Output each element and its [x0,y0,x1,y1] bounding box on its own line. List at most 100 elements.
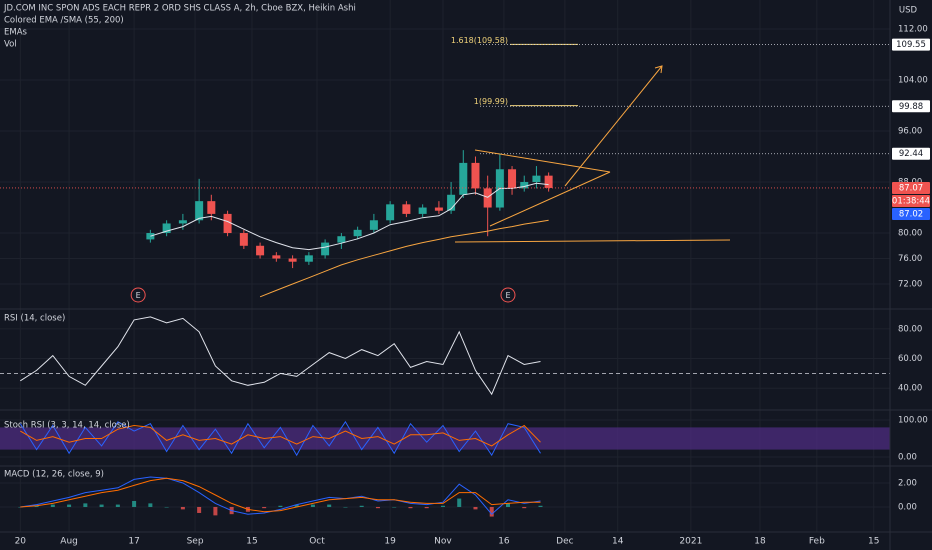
series-line [20,424,541,447]
candle-body [178,220,187,224]
histogram-bar [375,506,380,509]
trendline [454,239,731,243]
arrow-head [654,65,663,74]
histogram-bar [197,506,202,513]
y-tick-label: 0.00 [898,502,917,512]
histogram-bar [262,506,267,509]
candle-body [207,201,216,214]
x-tick-label: 19 [384,537,396,547]
indicator-name: Colored EMA /SMA (55, 200) [4,16,124,26]
candle-body [402,204,411,214]
y-tick-label: 80.00 [898,324,922,334]
drawings [454,65,731,243]
x-tick-label: 18 [754,537,766,547]
histogram-bar [457,498,462,507]
earnings-label: E [136,291,141,300]
x-tick-label: Nov [434,537,452,547]
candle-body [386,204,395,221]
x-tick-label: 15 [868,537,879,547]
y-tick-label: 40.00 [898,384,922,394]
close-tag: 87.02 [899,209,923,219]
price-tag: 109.55 [896,40,926,50]
y-tick-label: 112.00 [898,25,928,35]
y-tick-label: 60.00 [898,354,922,364]
x-tick-label: 15 [246,537,257,547]
last-price-tag: 87.07 [899,183,923,193]
histogram-bar [424,506,429,509]
y-tick-label: 72.00 [898,280,922,290]
candle-body [272,255,281,259]
candle-body [353,229,362,237]
y-tick-label: 76.00 [898,254,922,264]
histogram-bar [408,506,413,509]
histogram-bar [34,505,39,507]
histogram-bar [99,504,104,507]
fib-label: 1.618(109.58) [451,36,508,45]
series-line [259,219,549,298]
histogram-bar [115,504,120,507]
x-tick-label: Aug [60,537,78,547]
y-tick-label: 2.00 [898,478,917,488]
pane-title: MACD (12, 26, close, 9) [4,470,104,480]
histogram-bar [213,506,218,516]
histogram-bar [83,503,88,507]
x-tick-label: 16 [498,537,510,547]
candle-body [321,242,330,256]
band [0,427,890,450]
x-tick-label: 14 [612,537,624,547]
pane-title: Stoch RSI (3, 3, 14, 14, close) [4,421,130,431]
y-tick-label: 96.00 [898,127,922,137]
y-tick-label: 104.00 [898,76,928,86]
price-tag: 92.44 [899,149,923,159]
last-price-tag-bg [892,181,930,194]
candle-body [162,223,171,234]
series-line [20,477,541,513]
candle-body [195,201,204,221]
candle-body [508,169,517,189]
histogram-bar [392,506,397,508]
y-tick-label: 0.00 [898,453,917,463]
candle-body [288,258,297,262]
histogram-bar [310,504,315,507]
histogram-bar [359,505,364,507]
histogram-bar [522,506,527,509]
histogram-bar [343,506,348,508]
candle-body [418,207,427,214]
fib-label: 1(99.99) [474,97,508,106]
y-tick-label: 80.00 [898,229,922,239]
x-tick-label: 20 [15,537,27,547]
candle-body [223,213,232,234]
countdown-tag: 01:38:44 [892,196,930,206]
histogram-bar [489,506,494,517]
indicator-name: Vol [4,40,17,50]
close-tag-bg [892,207,930,220]
candle-body [532,175,541,183]
histogram-bar [180,506,185,510]
histogram-bar [278,505,283,507]
x-tick-label: 2021 [679,537,702,547]
arrow-line [564,65,663,187]
candle-body [369,220,378,230]
countdown-tag-bg [892,194,930,207]
symbol-title: JD.COM INC SPON ADS EACH REPR 2 ORD SHS … [3,4,356,14]
earnings-label: E [505,291,510,300]
price-tags: 109.55 99.88 92.44 87.07 01:38:44 87.02 [892,38,930,220]
plot: 20 Aug 17 Sep 15 Oct 19 Nov 16 Dec 14 2021 18 Feb 15 72… [0,25,928,547]
candle-body [434,207,443,211]
histogram-bar [50,504,55,507]
histogram-bar [327,504,332,507]
histogram-bar [505,503,510,507]
indicator-name: EMAs [4,28,28,38]
histogram-bar [473,506,478,510]
histogram-bar [294,504,299,507]
trendline [474,149,611,173]
candle-body [239,233,248,246]
price-tag-bg [892,147,930,160]
histogram-bar [148,503,153,507]
y-tick-label: 100.00 [898,415,928,425]
series-line [20,476,541,515]
candle-body [337,236,346,243]
